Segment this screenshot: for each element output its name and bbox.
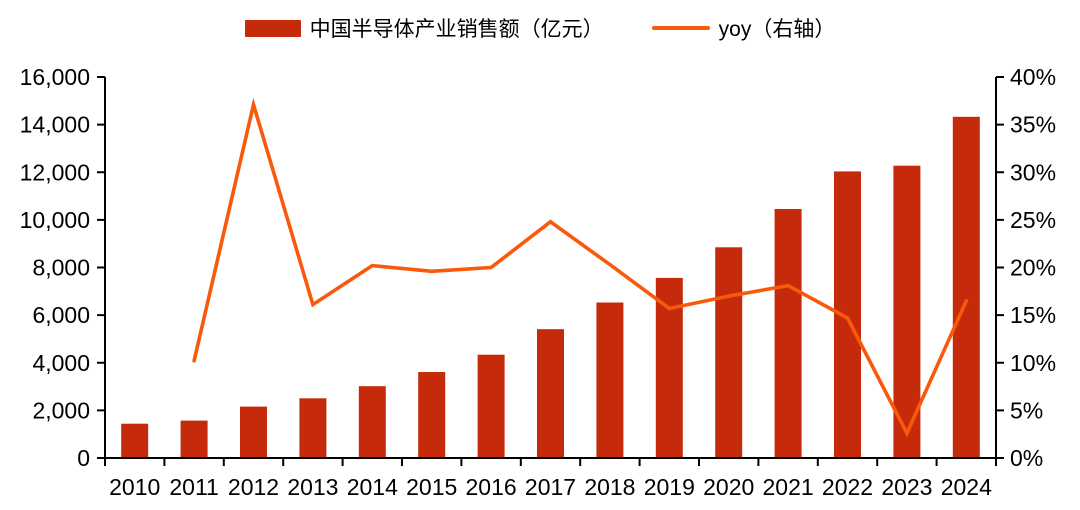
axes [97,76,1004,466]
right-axis-tick-0%: 0% [1010,445,1043,471]
right-axis-tick-30%: 30% [1010,159,1056,185]
right-axis-tick-5%: 5% [1010,397,1043,423]
yoy-line [192,97,969,438]
bar-2024 [952,116,980,459]
axis-labels: 0 2,000 4,000 6,000 8,000 10,000 12,000 14,000 1… [20,64,1056,500]
bar-2011 [180,420,208,458]
x-axis-label-2021: 2021 [763,474,814,500]
x-axis-label-2012: 2012 [228,474,279,500]
x-axis-label-2017: 2017 [525,474,576,500]
bar-2016 [477,354,505,458]
left-axis-tick-0: 0 [77,445,90,471]
left-axis-tick-8,000: 8,000 [32,255,90,281]
left-axis-tick-6,000: 6,000 [32,302,90,328]
x-axis-label-2024: 2024 [941,474,992,500]
right-axis-tick-20%: 20% [1010,255,1056,281]
x-axis-label-2019: 2019 [644,474,695,500]
right-axis-tick-10%: 10% [1010,350,1056,376]
bar-2020 [715,247,743,458]
left-axis-tick-12,000: 12,000 [20,159,90,185]
bar-2012 [240,406,267,458]
bar-2013 [299,398,327,458]
left-axis-tick-4,000: 4,000 [32,350,90,376]
bar-2018 [596,302,624,458]
x-axis-label-2015: 2015 [406,474,457,500]
left-axis-tick-10,000: 10,000 [20,207,90,233]
right-axis-tick-25%: 25% [1010,207,1056,233]
right-axis-tick-15%: 15% [1010,302,1056,328]
right-axis-tick-40%: 40% [1010,64,1056,90]
left-axis-tick-2,000: 2,000 [32,397,90,423]
x-axis-label-2013: 2013 [287,474,338,500]
x-axis-label-2010: 2010 [109,474,160,500]
x-axis-label-2022: 2022 [822,474,873,500]
x-axis-label-2018: 2018 [584,474,635,500]
x-axis-label-2023: 2023 [881,474,932,500]
x-axis-label-2011: 2011 [169,474,218,500]
x-axis-label-2016: 2016 [466,474,517,500]
bar-2017 [537,329,564,458]
line-series [192,97,969,438]
bar-2015 [418,372,446,458]
bar-2021 [774,209,802,458]
bar-2010 [121,423,149,458]
bar-series [121,116,980,459]
x-axis-label-2014: 2014 [347,474,398,500]
right-axis-tick-35%: 35% [1010,112,1056,138]
x-axis-label-2020: 2020 [703,474,754,500]
bar-2014 [358,386,386,458]
left-axis-tick-14,000: 14,000 [20,112,90,138]
left-axis-tick-16,000: 16,000 [20,64,90,90]
